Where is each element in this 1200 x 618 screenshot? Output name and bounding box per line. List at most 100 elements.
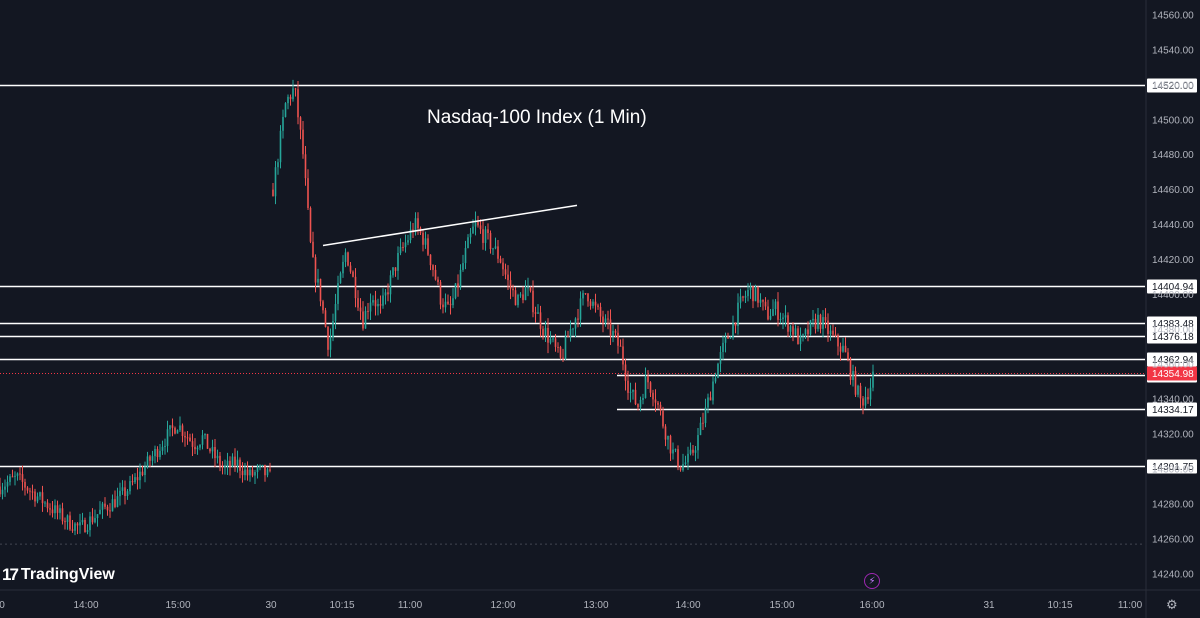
candle-body xyxy=(169,425,171,430)
candle-body xyxy=(429,254,432,266)
candle-body xyxy=(594,301,597,306)
candle-body xyxy=(597,305,599,307)
candle-body xyxy=(139,471,141,481)
candle-body xyxy=(549,338,552,343)
candle-body xyxy=(554,338,557,347)
candle-body xyxy=(652,392,654,400)
candle-body xyxy=(607,318,609,320)
candle-body xyxy=(314,257,317,283)
lightning-icon[interactable]: ⚡ xyxy=(864,573,880,589)
price-tick-label: 14280.00 xyxy=(1152,499,1194,510)
candle-body xyxy=(241,470,244,476)
candle-body xyxy=(524,288,527,301)
candle-body xyxy=(692,449,694,453)
candle-body xyxy=(34,491,36,502)
candle-body xyxy=(697,435,699,451)
candle-body xyxy=(277,162,279,168)
candle-body xyxy=(186,437,189,439)
candle-body xyxy=(759,299,762,303)
candle-body xyxy=(44,502,46,504)
candle-body xyxy=(189,437,191,442)
candle-body xyxy=(0,486,1,495)
candle-body xyxy=(261,464,264,466)
level-price-label: 14383.48 xyxy=(1152,319,1194,330)
candle-body xyxy=(59,508,61,513)
candle-body xyxy=(719,351,722,364)
candle-body xyxy=(544,327,547,336)
candle-body xyxy=(194,446,196,450)
candle-body xyxy=(497,246,499,259)
candle-body xyxy=(437,279,439,283)
price-axis[interactable]: 14240.00 14260.00 14280.00 14300.00 14320.00… xyxy=(1152,10,1194,580)
candle-body xyxy=(352,271,354,277)
price-tick-label: 14540.00 xyxy=(1152,45,1194,56)
candle-body xyxy=(297,89,299,118)
candle-body xyxy=(792,326,794,335)
candle-body xyxy=(4,486,6,490)
candle-body xyxy=(264,464,266,476)
candle-body xyxy=(717,363,719,378)
candle-body xyxy=(507,274,509,281)
candle-body xyxy=(349,265,352,272)
candle-body xyxy=(339,273,342,284)
candle-body xyxy=(266,469,269,476)
gear-icon[interactable]: ⚙ xyxy=(1166,597,1178,612)
candle-body xyxy=(1,489,4,495)
candle-body xyxy=(644,376,647,399)
candle-body xyxy=(807,329,809,335)
candle-body xyxy=(797,328,799,345)
tradingview-logo-mark: 17 xyxy=(2,565,19,584)
trendlines[interactable] xyxy=(322,204,578,247)
last-price-label: 14354.98 xyxy=(1152,369,1194,380)
candle-body xyxy=(812,318,814,321)
candle-body xyxy=(404,242,407,248)
candle-body xyxy=(6,481,9,487)
candle-body xyxy=(319,278,322,302)
candle-body xyxy=(397,252,399,271)
candle-body xyxy=(216,455,219,459)
candle-body xyxy=(166,429,169,446)
candle-body xyxy=(209,448,211,452)
candle-body xyxy=(307,178,309,208)
candle-body xyxy=(439,282,442,305)
tradingview-logo[interactable]: 17 TradingView xyxy=(2,565,115,585)
candle-body xyxy=(74,523,76,531)
candle-body xyxy=(537,312,539,314)
candle-body xyxy=(131,481,134,483)
time-axis[interactable]: 0 14:00 15:00 30 10:15 11:00 12:00 13:00 14:00 15… xyxy=(0,600,1143,611)
time-tick-label: 10:15 xyxy=(1047,600,1072,611)
candle-body xyxy=(106,506,109,511)
candle-body xyxy=(872,371,874,388)
tradingview-logo-text: TradingView xyxy=(20,566,115,583)
candle-body xyxy=(359,307,362,312)
candle-body xyxy=(399,246,402,253)
candle-body xyxy=(389,275,392,295)
level-price-label: 14376.18 xyxy=(1152,332,1194,343)
candle-body xyxy=(489,233,492,250)
candle-body xyxy=(246,469,249,476)
candle-body xyxy=(519,294,522,296)
candle-body xyxy=(119,490,121,497)
candle-body xyxy=(834,334,837,336)
time-tick-label: 14:00 xyxy=(73,600,98,611)
candle-body xyxy=(512,288,514,291)
candle-body xyxy=(547,327,549,343)
candle-body xyxy=(357,298,359,308)
candle-body xyxy=(709,397,712,401)
time-tick-label: 31 xyxy=(983,600,995,611)
horizontal-levels[interactable]: 14520.00 14404.94 14383.48 14376.18 14362.94… xyxy=(0,78,1197,474)
candle-body xyxy=(827,320,829,335)
candle-body xyxy=(582,293,584,299)
candle-body xyxy=(609,319,612,336)
candle-body xyxy=(154,449,156,457)
candle-body xyxy=(577,318,579,320)
candle-body xyxy=(141,471,144,476)
candle-body xyxy=(627,380,629,393)
candle-body xyxy=(569,328,572,338)
candle-body xyxy=(84,520,86,533)
candle-body xyxy=(542,328,544,336)
candle-body xyxy=(354,276,357,299)
candle-body xyxy=(689,449,692,454)
candle-body xyxy=(377,304,379,307)
